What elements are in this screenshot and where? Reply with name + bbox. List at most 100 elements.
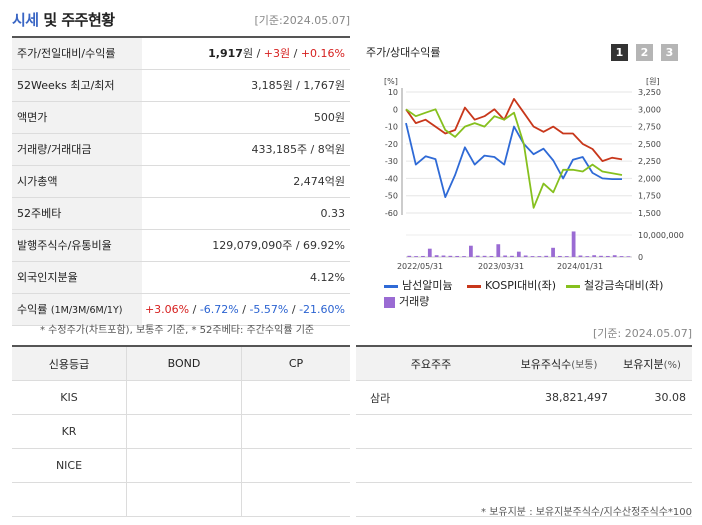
axis-labels: 10 0 -10 -20 -30 -40 -50 -60 3,250 3,000 2,750 2,50…: [384, 77, 684, 271]
chart-page-3-button[interactable]: 3: [661, 44, 678, 61]
credit-rating-table: 신용등급 BOND CP KIS KR NICE: [12, 345, 350, 517]
price-change-pct: +0.16%: [300, 47, 345, 60]
holder-name-cell: [356, 414, 506, 449]
col-header: 보유지분(%): [612, 346, 692, 381]
series-lines: [405, 97, 623, 209]
volume-bar: [530, 256, 535, 257]
volume-bar: [564, 256, 569, 257]
right-tick-label: 1,500: [638, 209, 661, 218]
right-tick-label: 1,750: [638, 192, 661, 201]
title-highlight: 시세: [12, 11, 39, 29]
holder-shares-cell: [506, 482, 612, 517]
info-row-mktcap: 시가총액 2,474억원: [12, 166, 350, 198]
holder-name-cell: [356, 448, 506, 483]
legend-kospi: KOSPI대비(좌): [467, 277, 556, 293]
cp-cell: [241, 414, 350, 449]
return-6m: -5.57%: [249, 303, 289, 316]
returns-label: 수익률: [17, 303, 48, 316]
agency-cell: NICE: [12, 448, 127, 483]
right-tick-label: 3,250: [638, 88, 661, 97]
bond-cell: [126, 414, 242, 449]
volume-bar: [585, 256, 590, 257]
volume-bar: [441, 255, 446, 257]
left-tick-label: 10: [388, 88, 398, 97]
col-header: BOND: [126, 346, 242, 381]
agency-cell: KIS: [12, 380, 127, 415]
returns-label-sub: (1M/3M/6M/1Y): [50, 305, 123, 316]
separator: /: [253, 47, 264, 60]
legend-stock: 남선알미늄: [384, 277, 453, 293]
table-header-row: 주요주주 보유주식수(보통) 보유지분(%): [356, 346, 692, 381]
left-tick-label: 0: [393, 105, 398, 114]
info-row-beta: 52주베타 0.33: [12, 198, 350, 230]
info-value: 0.33: [320, 207, 346, 220]
info-label: 수익률 (1M/3M/6M/1Y): [12, 294, 142, 325]
info-row-returns: 수익률 (1M/3M/6M/1Y) +3.06% / -6.72% / -5.5…: [12, 294, 350, 326]
info-label: 액면가: [12, 102, 142, 133]
bond-cell: [126, 380, 242, 415]
shareholders-table: 주요주주 보유주식수(보통) 보유지분(%) 삼라 38,821,497 30.08: [356, 345, 692, 517]
table-header-row: 신용등급 BOND CP: [12, 346, 350, 381]
info-value: 2,474억원: [293, 175, 345, 188]
series-line-2: [405, 97, 623, 162]
right-axis-unit: [원]: [646, 77, 660, 86]
price-info-table: 주가/전일대비/수익률 1,917원 / +3원 / +0.16% 52Week…: [12, 36, 350, 326]
col-header: 신용등급: [12, 346, 127, 381]
holder-shares-cell: [506, 448, 612, 483]
cp-cell: [241, 482, 350, 517]
chart-page-1-button[interactable]: 1: [611, 44, 628, 61]
volume-bar: [599, 255, 603, 257]
info-label: 52주베타: [12, 198, 142, 229]
volume-bar: [626, 256, 631, 257]
chart-title: 주가/상대수익률: [366, 46, 441, 59]
volume-tick-label: 0: [638, 253, 643, 262]
volume-bars: [407, 231, 631, 257]
info-row-volume: 거래량/거래대금 433,185주 / 8억원: [12, 134, 350, 166]
legend-label: 철강금속대비(좌): [584, 279, 664, 292]
volume-bar: [592, 255, 597, 257]
volume-bar: [496, 244, 501, 257]
volume-tick-label: 10,000,000: [638, 231, 684, 240]
info-label: 주가/전일대비/수익률: [12, 38, 142, 69]
info-value: 3,185원 / 1,767원: [251, 79, 345, 92]
holder-pct-cell: 30.08: [612, 380, 692, 415]
left-tick-label: -50: [385, 192, 398, 201]
info-label: 거래량/거래대금: [12, 134, 142, 165]
x-tick-label: 2024/01/31: [557, 262, 603, 271]
bond-cell: [126, 448, 242, 483]
volume-bar: [571, 231, 576, 257]
info-label: 외국인지분율: [12, 262, 142, 293]
title-rest: 및 주주현황: [38, 11, 115, 29]
footnote: * 수정주가(차트포함), 보통주 기준, * 52주베타: 주간수익률 기준: [40, 325, 315, 336]
right-tick-label: 2,250: [638, 157, 661, 166]
info-value: 433,185주 / 8억원: [251, 143, 345, 156]
volume-bar: [475, 255, 480, 257]
volume-bar: [537, 256, 542, 257]
volume-bar: [544, 255, 549, 257]
price-chart: 10 0 -10 -20 -30 -40 -50 -60 3,250 3,000 2,750 2,50…: [384, 77, 684, 271]
volume-bar: [407, 255, 412, 257]
holder-shares-cell: [506, 414, 612, 449]
table-row: NICE: [12, 448, 350, 483]
col-header-sub: (%): [663, 359, 681, 371]
volume-bar: [619, 256, 624, 257]
base-date-2: [기준: 2024.05.07]: [592, 327, 692, 340]
table-row: [12, 482, 350, 517]
table-row: KIS: [12, 380, 350, 415]
left-tick-label: -20: [385, 140, 398, 149]
info-value: 4.12%: [310, 271, 345, 284]
legend-volume: 거래량: [384, 293, 429, 309]
info-row-price: 주가/전일대비/수익률 1,917원 / +3원 / +0.16%: [12, 38, 350, 70]
holder-pct-cell: [612, 482, 692, 517]
legend-label: 거래량: [399, 295, 430, 308]
volume-bar: [503, 255, 508, 257]
legend-label: KOSPI대비(좌): [485, 279, 557, 292]
legend-swatch: [467, 284, 481, 288]
holder-name-cell: [356, 482, 506, 517]
footnote-2: * 보유지분 : 보유지분주식수/지수산정주식수*100: [481, 507, 692, 518]
volume-bar: [462, 256, 466, 257]
info-value: 500원: [313, 111, 345, 124]
right-tick-label: 3,000: [638, 105, 661, 114]
chart-page-2-button[interactable]: 2: [636, 44, 653, 61]
section-title: 시세 및 주주현황: [12, 9, 115, 30]
